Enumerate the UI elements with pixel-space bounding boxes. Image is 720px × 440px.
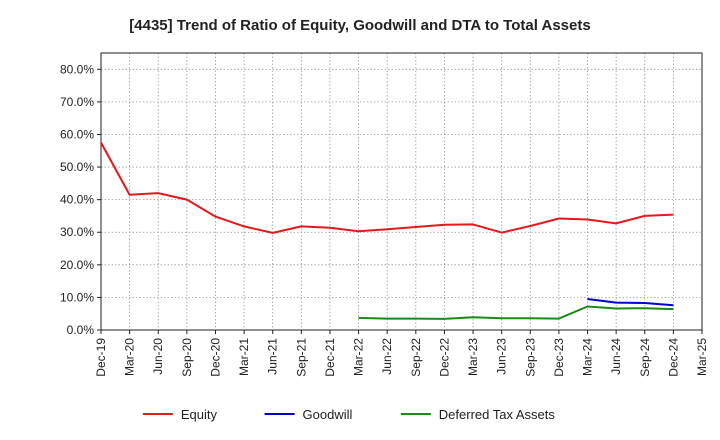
series-lines: [100, 142, 674, 320]
x-tick-label: Dec-20: [208, 338, 222, 377]
y-tick-label: 10.0%: [60, 290, 94, 304]
x-tick-label: Jun-24: [609, 338, 623, 375]
x-tick-label: Dec-22: [437, 338, 451, 377]
chart-title: [4435] Trend of Ratio of Equity, Goodwil…: [129, 17, 590, 34]
x-tick-label: Mar-21: [237, 338, 251, 376]
x-tick-label: Mar-23: [466, 338, 480, 376]
x-tick-label: Sep-20: [180, 338, 194, 377]
x-tick-label: Dec-23: [552, 338, 566, 377]
y-tick-label: 0.0%: [67, 323, 95, 337]
x-tick-label: Sep-23: [523, 338, 537, 377]
x-axis: Dec-19 Mar-20 Jun-20 Sep-20 Dec-20 Mar-21 Jun-…: [94, 330, 709, 377]
series-line-equity: [100, 142, 674, 234]
x-tick-label: Jun-22: [380, 338, 394, 375]
x-tick-label: Sep-24: [638, 338, 652, 377]
x-tick-label: Mar-22: [352, 338, 366, 376]
legend-label-equity: Equity: [181, 407, 218, 422]
y-tick-label: 30.0%: [60, 225, 94, 239]
legend: Equity Goodwill Deferred Tax Assets: [142, 407, 556, 422]
y-tick-label: 80.0%: [60, 62, 94, 76]
series-line-deferred-tax-assets: [358, 305, 674, 320]
y-tick-label: 60.0%: [60, 127, 94, 141]
x-tick-label: Sep-21: [294, 338, 308, 377]
y-tick-label: 20.0%: [60, 258, 94, 272]
x-tick-label: Dec-21: [323, 338, 337, 377]
x-tick-label: Jun-20: [151, 338, 165, 375]
x-tick-label: Mar-25: [695, 338, 709, 376]
x-tick-label: Jun-21: [266, 338, 280, 375]
legend-label-goodwill: Goodwill: [303, 407, 353, 422]
x-tick-label: Dec-24: [666, 338, 680, 377]
y-tick-label: 50.0%: [60, 160, 94, 174]
x-tick-label: Sep-22: [409, 338, 423, 377]
x-tick-label: Mar-20: [123, 338, 137, 376]
legend-label-deferred-tax-assets: Deferred Tax Assets: [439, 407, 556, 422]
x-tick-label: Jun-23: [495, 338, 509, 375]
x-tick-label: Dec-19: [94, 338, 108, 377]
x-tick-label: Mar-24: [581, 338, 595, 376]
y-axis: 0.0% 10.0% 20.0% 30.0% 40.0% 50.0% 60.0% 70.0% 8…: [60, 62, 101, 337]
y-tick-label: 40.0%: [60, 193, 94, 207]
plot-area-frame: [100, 52, 703, 331]
series-line-goodwill: [587, 298, 674, 307]
y-tick-label: 70.0%: [60, 95, 94, 109]
